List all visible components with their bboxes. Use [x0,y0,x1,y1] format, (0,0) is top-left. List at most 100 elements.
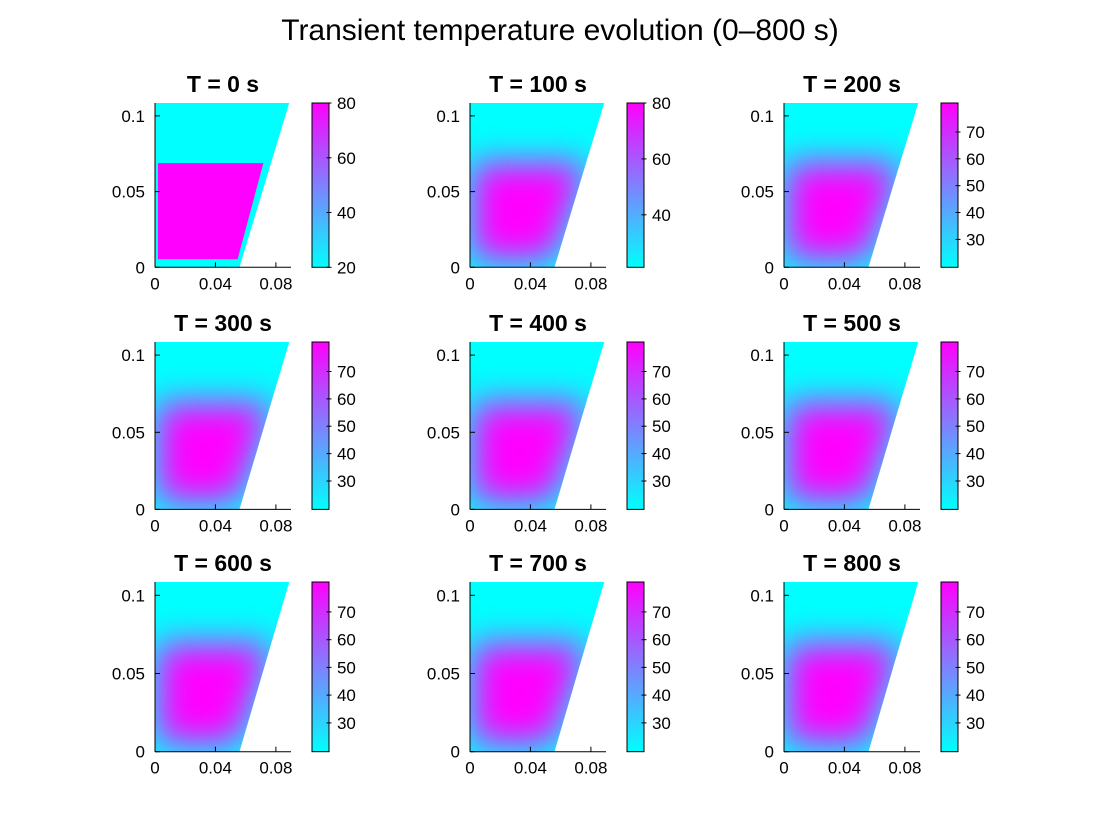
svg-text:0: 0 [779,517,788,536]
svg-text:0.08: 0.08 [574,517,607,536]
svg-text:T = 200 s: T = 200 s [803,71,901,97]
svg-text:0.05: 0.05 [741,183,774,202]
svg-text:70: 70 [966,363,985,382]
svg-text:40: 40 [966,203,985,222]
svg-text:0.05: 0.05 [426,424,459,443]
svg-text:0.04: 0.04 [828,274,861,293]
svg-text:0: 0 [779,274,788,293]
svg-text:40: 40 [966,445,985,464]
svg-text:30: 30 [651,713,670,732]
svg-text:0.1: 0.1 [750,346,774,365]
svg-text:T = 100 s: T = 100 s [489,71,587,97]
svg-text:0.04: 0.04 [513,758,546,777]
svg-text:0: 0 [465,274,474,293]
svg-text:0.08: 0.08 [888,274,921,293]
svg-text:0.08: 0.08 [259,274,292,293]
svg-text:T = 500 s: T = 500 s [803,310,901,336]
svg-text:30: 30 [337,713,356,732]
svg-text:0: 0 [450,742,459,761]
svg-text:60: 60 [966,630,985,649]
svg-text:40: 40 [651,445,670,464]
svg-text:50: 50 [966,658,985,677]
svg-text:70: 70 [966,123,985,142]
svg-text:0.1: 0.1 [436,107,460,126]
svg-text:50: 50 [651,658,670,677]
svg-text:0.1: 0.1 [121,107,145,126]
svg-text:70: 70 [966,602,985,621]
svg-text:30: 30 [966,230,985,249]
svg-text:0.1: 0.1 [121,346,145,365]
svg-text:0: 0 [765,258,774,277]
svg-text:0: 0 [136,742,145,761]
svg-text:0.1: 0.1 [750,586,774,605]
svg-text:0.05: 0.05 [741,424,774,443]
svg-text:0.08: 0.08 [574,274,607,293]
svg-text:60: 60 [651,390,670,409]
svg-text:0.1: 0.1 [121,586,145,605]
svg-text:30: 30 [651,472,670,491]
svg-text:40: 40 [337,686,356,705]
svg-text:0.1: 0.1 [436,586,460,605]
svg-text:0.05: 0.05 [112,183,145,202]
svg-text:50: 50 [651,418,670,437]
svg-text:60: 60 [337,149,356,168]
svg-text:50: 50 [966,418,985,437]
svg-text:30: 30 [966,472,985,491]
svg-text:60: 60 [337,630,356,649]
svg-text:40: 40 [337,203,356,222]
svg-text:T = 300 s: T = 300 s [174,310,272,336]
svg-text:0.05: 0.05 [112,664,145,683]
svg-text:40: 40 [651,206,670,225]
svg-text:80: 80 [337,94,356,113]
svg-text:0.04: 0.04 [828,517,861,536]
svg-text:T = 800 s: T = 800 s [803,550,901,576]
svg-text:0: 0 [450,501,459,520]
svg-text:0: 0 [765,501,774,520]
svg-text:30: 30 [337,472,356,491]
svg-text:70: 70 [337,602,356,621]
svg-text:70: 70 [651,602,670,621]
svg-text:30: 30 [966,713,985,732]
svg-text:40: 40 [651,686,670,705]
svg-text:0: 0 [150,274,159,293]
svg-text:0: 0 [465,758,474,777]
svg-text:20: 20 [337,258,356,277]
svg-text:0.05: 0.05 [426,664,459,683]
svg-text:0.05: 0.05 [112,424,145,443]
svg-text:T = 700 s: T = 700 s [489,550,587,576]
svg-text:60: 60 [966,150,985,169]
svg-text:0.08: 0.08 [888,758,921,777]
svg-text:70: 70 [337,363,356,382]
svg-text:60: 60 [966,390,985,409]
svg-text:0.08: 0.08 [574,758,607,777]
svg-text:60: 60 [651,630,670,649]
svg-text:60: 60 [651,150,670,169]
svg-text:50: 50 [337,658,356,677]
svg-text:0.08: 0.08 [888,517,921,536]
svg-text:0: 0 [136,258,145,277]
svg-text:0.04: 0.04 [513,274,546,293]
svg-text:60: 60 [337,390,356,409]
svg-text:50: 50 [966,177,985,196]
svg-text:0.1: 0.1 [436,346,460,365]
svg-text:0.05: 0.05 [426,183,459,202]
svg-text:0: 0 [465,517,474,536]
svg-text:0.04: 0.04 [199,758,232,777]
svg-text:50: 50 [337,418,356,437]
svg-text:0: 0 [150,517,159,536]
svg-text:0.04: 0.04 [199,274,232,293]
svg-text:40: 40 [966,686,985,705]
svg-text:70: 70 [651,363,670,382]
svg-text:0.1: 0.1 [750,107,774,126]
svg-text:0.08: 0.08 [259,517,292,536]
svg-text:0.04: 0.04 [513,517,546,536]
svg-text:0.04: 0.04 [828,758,861,777]
svg-text:T = 600 s: T = 600 s [174,550,272,576]
svg-text:0: 0 [150,758,159,777]
svg-text:0.08: 0.08 [259,758,292,777]
svg-text:0: 0 [450,258,459,277]
svg-text:T = 0 s: T = 0 s [187,71,259,97]
svg-text:T = 400 s: T = 400 s [489,310,587,336]
svg-text:0.04: 0.04 [199,517,232,536]
svg-text:0.05: 0.05 [741,664,774,683]
